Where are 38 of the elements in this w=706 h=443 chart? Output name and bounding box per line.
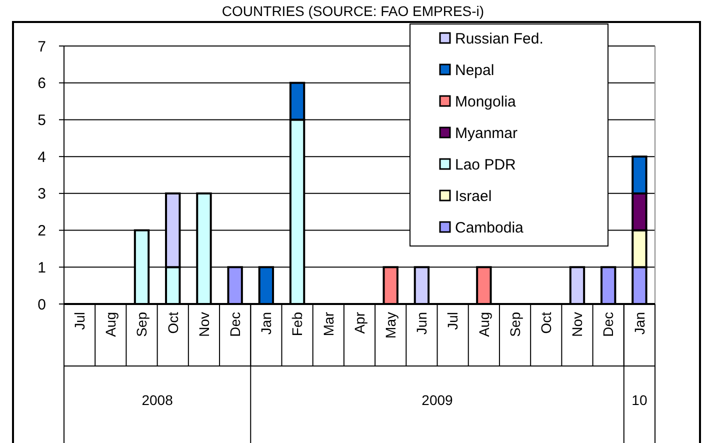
chart-title: COUNTRIES (SOURCE: FAO EMPRES-i) xyxy=(222,3,484,19)
x-tick-label: Dec xyxy=(226,312,243,337)
y-tick-label: 4 xyxy=(38,148,46,166)
x-tick-label: Jul xyxy=(71,312,88,330)
text: 2009 xyxy=(422,392,454,408)
legend-label: Russian Fed. xyxy=(455,30,544,48)
y-tick-label: 1 xyxy=(38,259,46,276)
x-tick-label: Jul xyxy=(444,312,461,330)
x-tick-label: Aug xyxy=(476,312,492,337)
y-tick-label: 0 xyxy=(38,296,46,314)
x-tick-label: Aug xyxy=(102,312,119,337)
legend-label: Lao PDR xyxy=(455,156,516,174)
x-tick-label: Mar xyxy=(320,312,336,336)
legend-label: Cambodia xyxy=(455,219,524,236)
x-tick-label: Nov xyxy=(196,312,212,337)
x-tick-label: Feb xyxy=(289,312,306,336)
y-tick-label: 3 xyxy=(38,186,46,203)
legend-label: Mongolia xyxy=(455,93,517,110)
legend-label: Myanmar xyxy=(455,124,518,142)
x-tick-label: Dec xyxy=(600,312,616,337)
legend-label: Israel xyxy=(455,188,492,205)
y-tick-label: 6 xyxy=(38,75,46,92)
x-tick-label: Jan xyxy=(258,312,274,335)
x-tick-label: May xyxy=(382,312,399,338)
text: 10 xyxy=(632,392,648,408)
x-tick-label: Nov xyxy=(569,312,586,337)
x-tick-label: Oct xyxy=(538,312,554,334)
y-tick-label: 5 xyxy=(38,112,46,129)
legend-label: Nepal xyxy=(455,62,494,79)
y-tick-label: 2 xyxy=(38,222,46,240)
x-tick-label: Jun xyxy=(414,312,430,335)
x-tick-label: Sep xyxy=(134,312,150,337)
x-tick-label: Oct xyxy=(164,312,181,334)
text: 2008 xyxy=(142,392,174,408)
y-tick-label: 7 xyxy=(38,38,46,56)
x-tick-label: Jan xyxy=(631,312,648,335)
x-tick-label: Apr xyxy=(351,312,368,334)
x-tick-label: Sep xyxy=(506,312,523,337)
